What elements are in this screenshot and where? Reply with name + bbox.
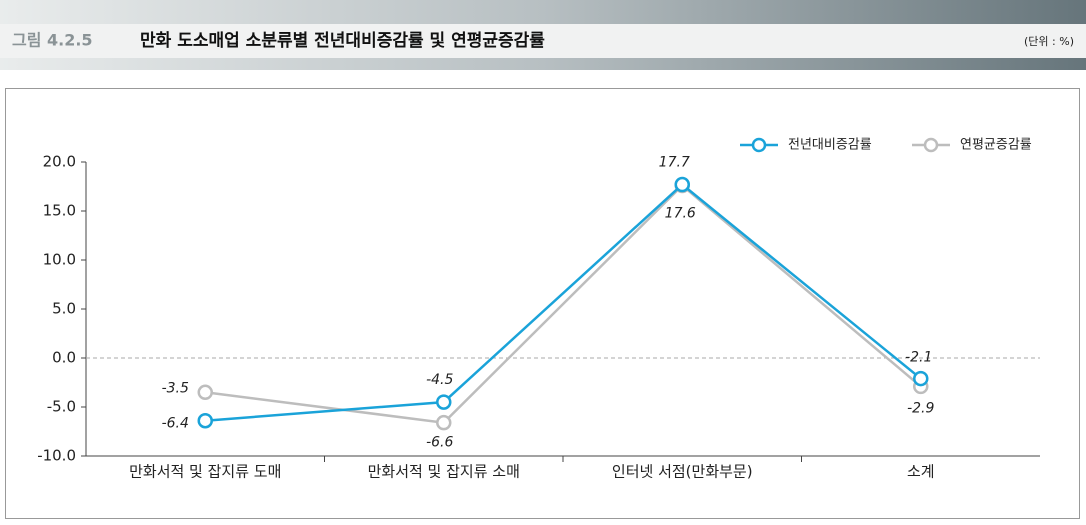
- value-label: -2.9: [907, 400, 934, 416]
- x-tick-label: 소계: [907, 463, 935, 481]
- point: [197, 412, 213, 429]
- value-label: -6.4: [162, 416, 189, 432]
- series-line: [205, 183, 922, 424]
- y-tick-label: 15.0: [43, 202, 76, 220]
- point: [436, 394, 452, 410]
- figure-label: 그림 4.2.5: [12, 31, 93, 50]
- value-label: -2.1: [905, 350, 932, 366]
- x-tick-label: 만화서적 및 잡지류 소매: [368, 463, 520, 481]
- value-label: 17.6: [665, 206, 696, 222]
- y-tick-label: 10.0: [43, 251, 76, 269]
- y-tick-label: -5.0: [47, 398, 76, 416]
- value-label: -4.5: [426, 372, 453, 388]
- y-tick-label: -10.0: [37, 447, 76, 465]
- legend-marker: [751, 137, 767, 153]
- x-tick-label: 인터넷 서점(만화부문): [612, 463, 753, 481]
- value-label: 17.7: [659, 155, 690, 171]
- header-bar: [0, 24, 1086, 58]
- unit-label: (단위 : %): [1024, 35, 1074, 48]
- chart-title: 만화 도소매업 소분류별 전년대비증감률 및 연평균증감률: [140, 31, 545, 51]
- y-tick-label: 20.0: [43, 153, 76, 171]
- point: [197, 384, 213, 401]
- y-tick-label: 0.0: [52, 349, 76, 367]
- point: [913, 370, 929, 387]
- value-label: -6.6: [426, 435, 453, 451]
- value-label: -3.5: [162, 380, 189, 396]
- point: [436, 414, 452, 431]
- x-tick-label: 만화서적 및 잡지류 도매: [129, 463, 281, 481]
- point: [674, 176, 690, 193]
- legend-label: 전년대비증감률: [788, 138, 872, 153]
- y-tick-label: 5.0: [52, 300, 76, 318]
- plot-frame: [5, 88, 1080, 519]
- series-line: [205, 182, 922, 422]
- legend-marker: [923, 137, 939, 153]
- legend-label: 연평균증감률: [960, 138, 1032, 153]
